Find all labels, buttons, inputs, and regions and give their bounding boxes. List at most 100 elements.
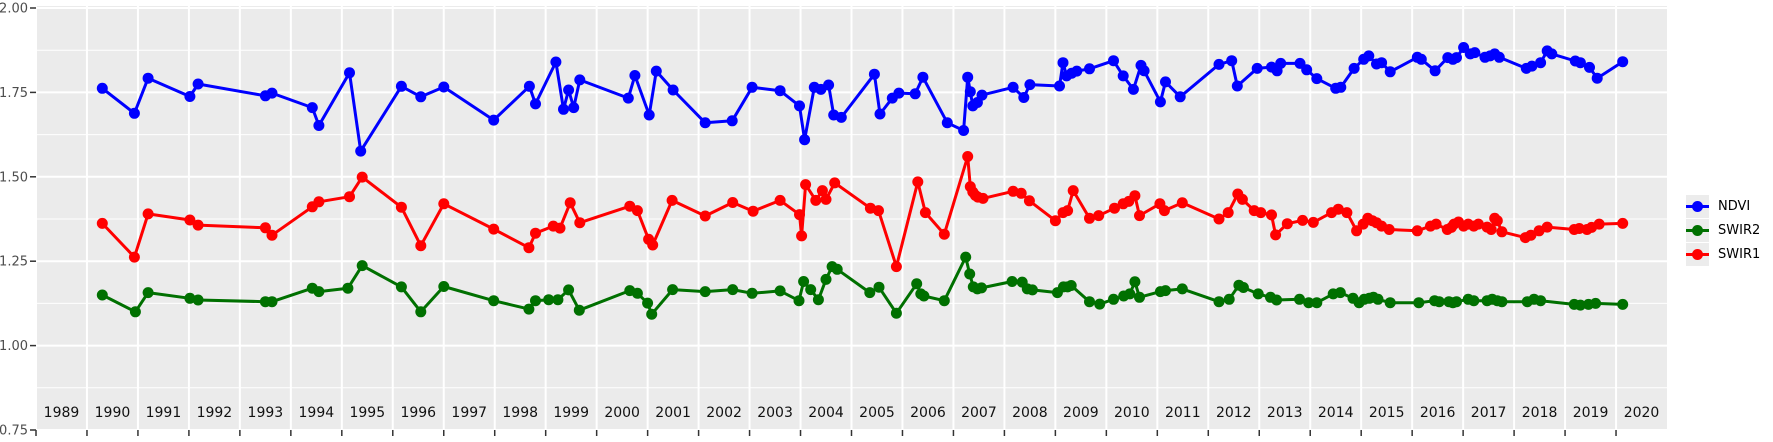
y-axis-label: 0.75 — [0, 424, 28, 439]
series-swir2-point — [96, 289, 108, 301]
legend-key-swir1-icon — [1686, 242, 1709, 266]
series-swir2-point — [960, 251, 972, 263]
series-swir1-point — [1222, 207, 1234, 219]
series-ndvi-point — [344, 67, 355, 79]
legend-label: SWIR2 — [1718, 222, 1761, 238]
series-swir2-point — [530, 295, 541, 307]
series-ndvi-point — [726, 115, 738, 127]
series-ndvi-point — [1108, 55, 1119, 67]
series-swir2-point — [1271, 294, 1283, 306]
series-swir2-point — [1334, 287, 1346, 299]
x-axis-label: 2010 — [1114, 405, 1150, 421]
series-ndvi-point — [563, 84, 575, 96]
y-axis-label: 1.75 — [0, 86, 28, 101]
series-swir1-point — [1213, 213, 1225, 225]
series-swir2-point — [746, 287, 758, 299]
series-ndvi-point — [1084, 63, 1095, 75]
series-swir2-point — [1026, 284, 1038, 296]
x-axis-label: 2019 — [1573, 405, 1609, 421]
series-ndvi-point — [574, 74, 586, 86]
x-axis-label: 1990 — [95, 405, 131, 421]
series-swir1-point — [1351, 225, 1363, 237]
series-swir2-point — [1303, 297, 1315, 309]
x-axis-label: 1999 — [553, 405, 589, 421]
series-swir1-point — [488, 223, 500, 235]
series-ndvi-point — [1117, 70, 1129, 82]
x-axis-label: 2002 — [706, 405, 742, 421]
series-ndvi-point — [96, 82, 108, 94]
series-ndvi-point — [1415, 53, 1427, 65]
series-swir1-point — [1158, 205, 1170, 217]
series-swir1-point — [1134, 210, 1145, 222]
legend-label: SWIR1 — [1718, 246, 1761, 262]
series-ndvi-point — [438, 81, 450, 93]
series-ndvi-point — [835, 111, 847, 123]
series-ndvi-point — [650, 65, 662, 77]
series-swir2-point — [1252, 288, 1264, 300]
legend-item-swir2: SWIR2 — [1686, 218, 1760, 242]
series-ndvi-point — [1535, 57, 1547, 69]
series-swir2-point — [873, 281, 885, 293]
series-swir1-point — [800, 179, 812, 191]
series-ndvi-point — [395, 80, 407, 92]
series-swir2-point — [864, 287, 876, 299]
series-ndvi-point — [962, 71, 974, 83]
series-ndvi-point — [313, 120, 325, 131]
series-swir1-point — [1084, 212, 1095, 224]
x-axis-label: 2000 — [604, 405, 640, 421]
series-ndvi-point — [799, 134, 811, 146]
series-swir2-point — [1574, 299, 1586, 311]
series-ndvi-point — [941, 117, 953, 129]
series-ndvi-point — [1591, 72, 1603, 84]
legend-label: NDVI — [1718, 198, 1751, 214]
series-swir2-point — [1006, 276, 1018, 287]
x-axis-label: 1994 — [299, 405, 335, 421]
legend-key-swir2-icon — [1686, 218, 1709, 242]
series-swir2-point — [192, 294, 204, 306]
series-swir1-point — [1067, 185, 1079, 197]
series-swir2-point — [1590, 297, 1602, 309]
series-swir1-point — [96, 217, 108, 229]
legend-point-swatch — [1692, 200, 1703, 212]
legend-point-swatch — [1692, 224, 1703, 236]
series-swir2-point — [964, 268, 976, 280]
series-swir1-point — [415, 240, 427, 252]
series-swir2-point — [1413, 297, 1425, 309]
series-swir2-point — [266, 296, 278, 308]
series-swir1-point — [1109, 202, 1120, 214]
series-ndvi-point — [667, 84, 679, 96]
series-swir1-point — [344, 191, 355, 203]
series-swir2-point — [938, 295, 950, 307]
series-ndvi-point — [1493, 51, 1505, 63]
series-swir1-point — [919, 207, 931, 219]
series-swir1-point — [554, 222, 566, 234]
series-ndvi-point — [266, 87, 278, 99]
series-swir2-point — [1496, 296, 1508, 308]
series-ndvi-point — [550, 56, 562, 68]
series-ndvi-point — [1301, 64, 1313, 76]
series-swir2-point — [1108, 293, 1119, 305]
series-swir1-point — [1541, 221, 1553, 233]
series-ndvi-point — [1311, 73, 1323, 85]
series-swir2-point — [911, 278, 923, 290]
y-axis-label: 2.00 — [0, 2, 28, 17]
series-ndvi-point — [142, 72, 154, 84]
series-swir2-point — [142, 287, 154, 299]
legend: NDVI SWIR2 SWIR1 — [1686, 194, 1760, 266]
series-swir2-point — [1223, 293, 1235, 305]
series-swir1-point — [1341, 207, 1353, 219]
series-swir2-point — [1468, 295, 1480, 307]
series-swir1-point — [1062, 205, 1074, 217]
series-swir1-point — [259, 222, 271, 234]
series-swir2-point — [890, 307, 902, 319]
series-swir2-point — [1160, 285, 1171, 297]
series-swir1-point — [1525, 229, 1537, 241]
series-ndvi-point — [622, 92, 634, 104]
series-ndvi-point — [355, 145, 367, 157]
x-axis-label: 1992 — [197, 405, 233, 421]
series-swir1-point — [1129, 190, 1141, 202]
x-axis-label: 2001 — [655, 405, 691, 421]
series-swir1-point — [1485, 224, 1497, 235]
x-axis-label: 2004 — [808, 405, 844, 421]
series-swir2-point — [129, 306, 141, 318]
